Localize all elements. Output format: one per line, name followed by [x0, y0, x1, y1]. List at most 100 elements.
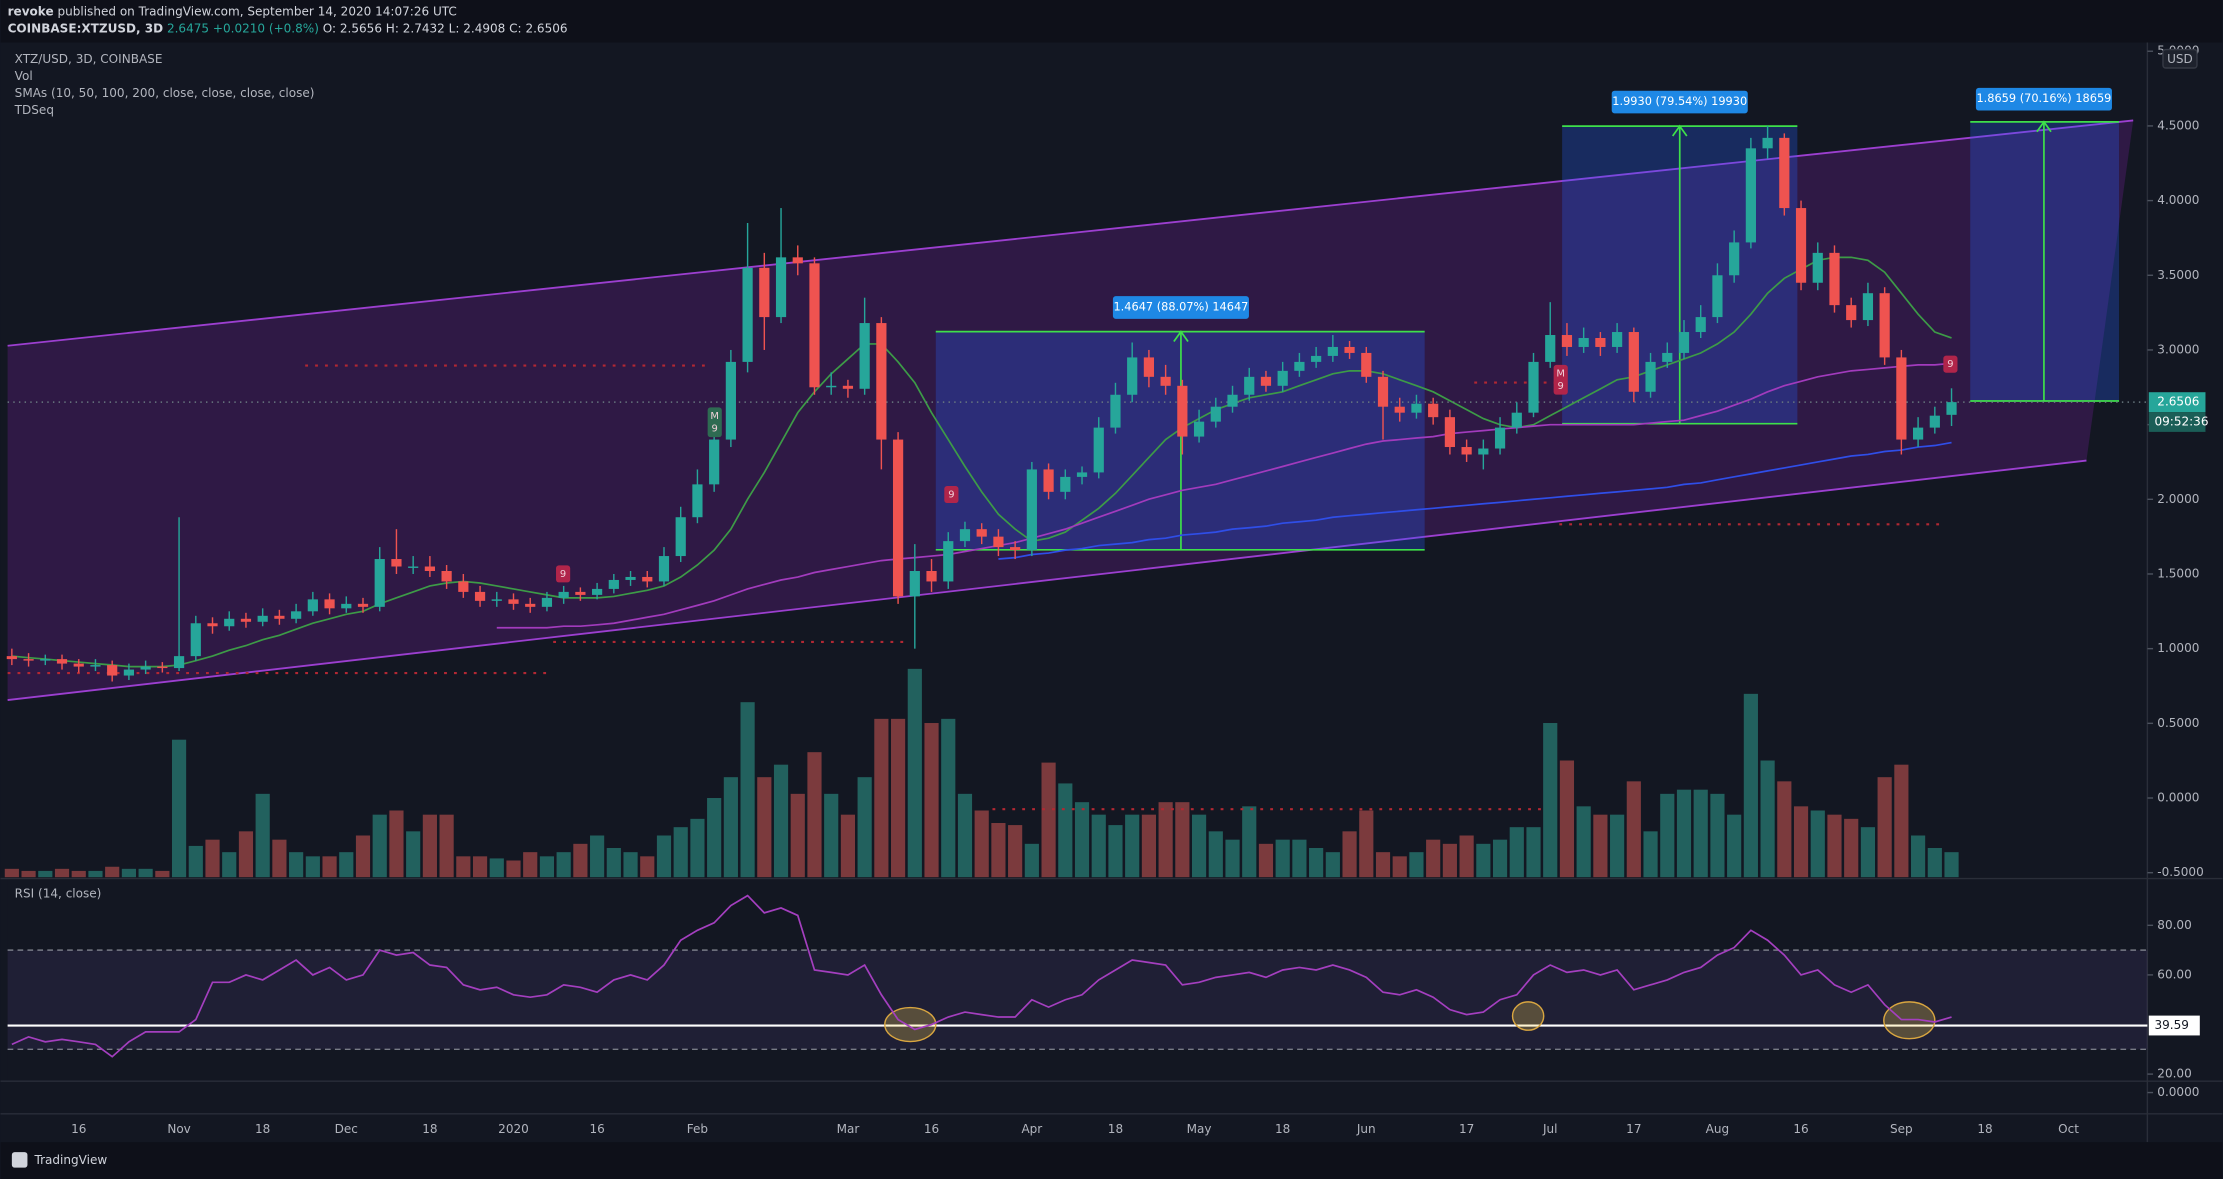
volume-bar — [1777, 781, 1792, 878]
volume-bar — [472, 856, 488, 878]
rsi-y-tick-label: 80.00 — [2157, 918, 2191, 932]
volume-bar — [272, 839, 287, 878]
candle-body — [1110, 394, 1121, 428]
volume-bar — [54, 868, 70, 878]
volume-bar — [1693, 789, 1708, 878]
legend-rsi: RSI (14, close) — [15, 887, 102, 901]
arrow-head — [1671, 124, 1688, 137]
volume-bar — [1359, 810, 1374, 878]
volume-bar — [1208, 831, 1223, 878]
candle-body — [608, 579, 619, 589]
candle-body — [1394, 406, 1405, 413]
y-tick-label: 0.0000 — [2157, 791, 2199, 805]
candle-body — [508, 599, 519, 604]
rsi-level-bg — [2148, 1015, 2200, 1036]
last-price: 2.6506 — [2157, 395, 2199, 409]
candle-body — [1478, 448, 1489, 455]
x-tick-label: Sep — [1890, 1122, 1913, 1136]
volume-bar — [690, 818, 705, 878]
y-tick-label: 2.0000 — [2157, 492, 2199, 506]
volume-bar — [1091, 814, 1106, 878]
volume-bar — [1342, 831, 1357, 878]
volume-bar — [121, 868, 136, 878]
candle-body — [1227, 394, 1238, 407]
measure-label-bg — [1112, 296, 1249, 319]
candle-body — [374, 559, 385, 607]
candle-body — [458, 581, 469, 592]
volume-bar — [138, 868, 153, 878]
volume-bar — [1375, 852, 1391, 878]
symbol: COINBASE:XTZUSD, 3D — [8, 21, 164, 35]
sma-line — [496, 362, 1952, 629]
volume-bar — [1810, 810, 1825, 878]
volume-bar — [1760, 760, 1775, 878]
candle-body — [207, 623, 218, 627]
x-tick-label: Feb — [687, 1122, 708, 1136]
volume-bar — [891, 718, 906, 878]
candle-body — [424, 566, 435, 571]
candle-body — [140, 666, 151, 670]
candle-body — [1010, 547, 1021, 551]
candle-body — [190, 623, 201, 657]
rsi-pane — [7, 879, 2148, 1082]
candle-body — [1411, 403, 1422, 413]
volume-bar — [1576, 806, 1591, 878]
volume-bar — [757, 777, 772, 878]
candle-body — [1812, 252, 1823, 283]
volume-bar — [740, 702, 755, 878]
td-label: 9 — [1558, 381, 1564, 392]
y-tick-label: 3.0000 — [2157, 342, 2199, 356]
volume-bar — [456, 856, 471, 878]
candle-body — [1327, 346, 1338, 356]
volume-bar — [957, 793, 973, 878]
candle-body — [391, 559, 402, 567]
volume-bar — [723, 777, 738, 878]
candle-body — [90, 665, 101, 667]
header-line: revoke published on TradingView.com, Sep… — [8, 4, 457, 18]
td-label: 9 — [948, 490, 954, 501]
volume-bar — [155, 870, 170, 878]
td-pane-tick-label: 0.0000 — [2157, 1085, 2199, 1099]
volume-bar — [355, 835, 371, 878]
volume-bar — [1409, 852, 1424, 878]
rsi-level-label: 39.59 — [2154, 1018, 2188, 1032]
candle-body — [1729, 242, 1740, 276]
currency-button[interactable] — [2162, 48, 2198, 69]
candle-body — [1026, 469, 1037, 551]
candle-body — [1311, 355, 1322, 362]
indicator-layer — [7, 256, 2148, 1058]
candle-body — [291, 611, 302, 619]
candle-body — [1946, 402, 1957, 415]
volume-bar — [255, 793, 270, 878]
candle-body — [1210, 406, 1221, 422]
candle-body — [1929, 415, 1940, 428]
volume-bar — [322, 856, 337, 878]
axis-layer: 5.00004.50004.00003.50003.00002.50002.00… — [71, 44, 2208, 1136]
volume-bar — [1610, 814, 1625, 878]
x-tick-label: Dec — [335, 1122, 358, 1136]
x-tick-label: 16 — [71, 1122, 86, 1136]
volume-bar — [422, 814, 437, 878]
x-tick-label: 16 — [924, 1122, 939, 1136]
x-tick-label: 16 — [589, 1122, 604, 1136]
candle-body — [575, 591, 586, 595]
volume-bar — [640, 856, 655, 878]
candle-body — [1043, 469, 1054, 492]
last-price-bg — [2148, 392, 2206, 413]
candle-body — [976, 529, 987, 537]
candle-body — [592, 588, 603, 595]
volume-bar — [1225, 839, 1240, 878]
candle-body — [959, 529, 971, 542]
footer-bar — [0, 1142, 2223, 1179]
change: 2.6475 +0.0210 (+0.8%) — [167, 21, 319, 35]
logo-icon — [11, 1152, 28, 1168]
volume-bar — [523, 852, 538, 878]
x-tick-label: May — [1187, 1122, 1212, 1136]
candle-body — [107, 665, 118, 676]
currency[interactable]: USD — [2167, 52, 2193, 66]
x-tick-label: Aug — [1706, 1122, 1729, 1136]
x-tick-label: Nov — [167, 1122, 190, 1136]
candle-body — [759, 267, 770, 318]
volume-bar — [238, 831, 254, 878]
